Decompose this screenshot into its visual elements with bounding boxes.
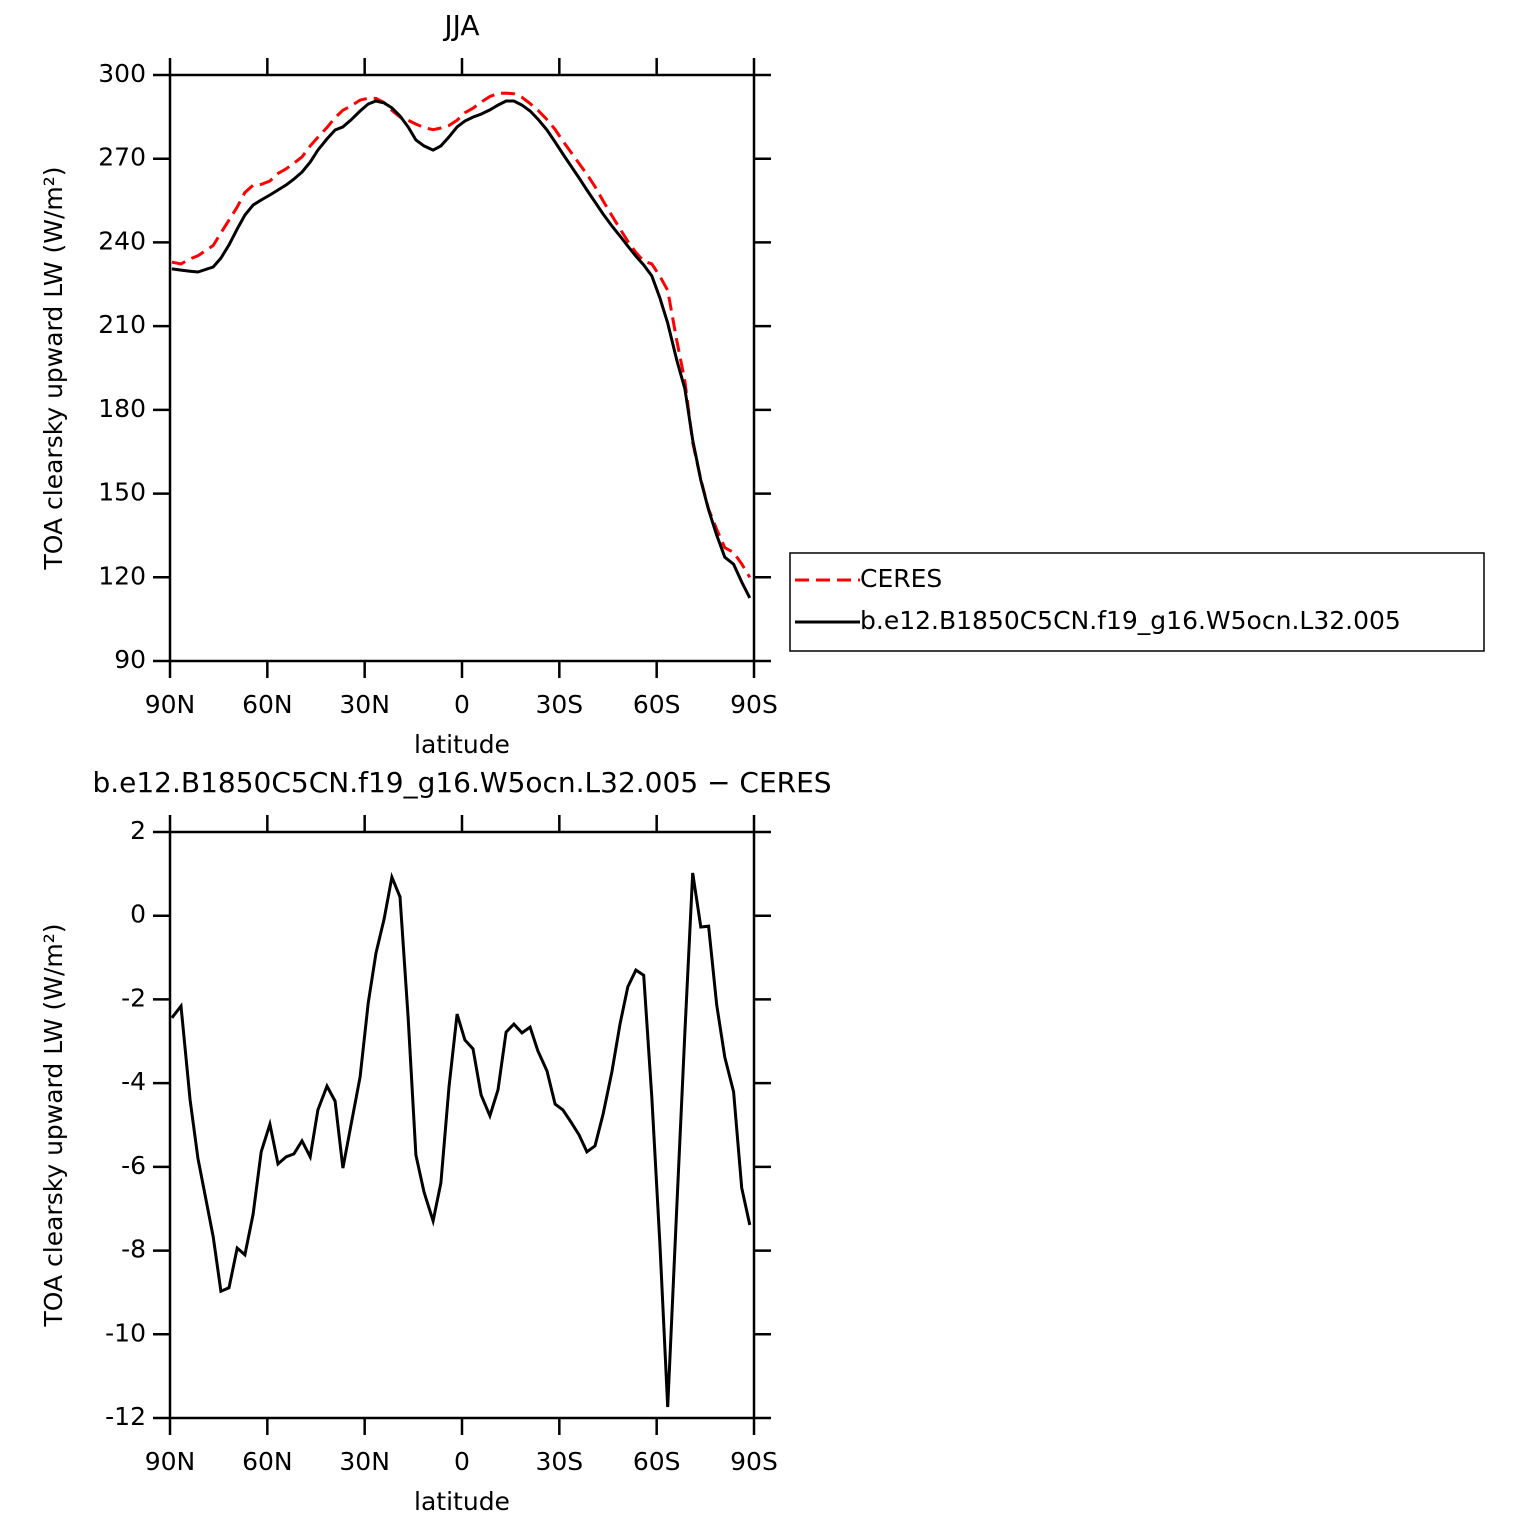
x-tick-label: 60N [242, 690, 293, 719]
x-tick-label: 90N [145, 1447, 196, 1476]
chart-title: JJA [442, 9, 479, 42]
x-tick-label: 0 [454, 1447, 470, 1476]
plot-frame [168, 73, 756, 663]
x-axis-label: latitude [414, 1487, 510, 1516]
y-tick-label: 2 [130, 816, 146, 845]
y-axis-label: TOA clearsky upward LW (W/m²) [39, 166, 68, 570]
x-tick-label: 60S [633, 1447, 681, 1476]
y-tick-label: 180 [98, 394, 146, 423]
data-line [171, 99, 752, 599]
x-tick-label: 60S [633, 690, 681, 719]
y-tick-label: 120 [98, 561, 146, 590]
x-tick-label: 90N [145, 690, 196, 719]
data-line [171, 91, 752, 579]
legend-label: CERES [860, 564, 942, 593]
y-tick-label: 150 [98, 478, 146, 507]
plot-frame [168, 830, 756, 1420]
y-tick-label: 300 [98, 59, 146, 88]
chart-title: b.e12.B1850C5CN.f19_g16.W5ocn.L32.005 − … [92, 766, 831, 799]
y-tick-label: 90 [114, 645, 146, 674]
y-tick-label: 270 [98, 143, 146, 172]
y-tick-label: -6 [121, 1151, 146, 1180]
legend-label: b.e12.B1850C5CN.f19_g16.W5ocn.L32.005 [860, 606, 1401, 635]
y-tick-label: -10 [105, 1318, 146, 1347]
x-axis-label: latitude [414, 730, 510, 759]
x-tick-label: 0 [454, 690, 470, 719]
y-axis-label: TOA clearsky upward LW (W/m²) [39, 923, 68, 1327]
y-tick-label: 240 [98, 226, 146, 255]
y-tick-label: -4 [121, 1067, 146, 1096]
data-line [170, 871, 752, 1408]
x-tick-label: 90S [730, 690, 778, 719]
x-tick-label: 30N [339, 1447, 390, 1476]
legend-box [789, 552, 1485, 652]
y-tick-label: -12 [105, 1402, 146, 1431]
x-tick-label: 60N [242, 1447, 293, 1476]
x-tick-label: 30S [535, 1447, 583, 1476]
x-tick-label: 30S [535, 690, 583, 719]
y-tick-label: -2 [121, 983, 146, 1012]
y-tick-label: 0 [130, 900, 146, 929]
y-tick-label: 210 [98, 310, 146, 339]
x-tick-label: 30N [339, 690, 390, 719]
x-tick-label: 90S [730, 1447, 778, 1476]
y-tick-label: -8 [121, 1235, 146, 1264]
